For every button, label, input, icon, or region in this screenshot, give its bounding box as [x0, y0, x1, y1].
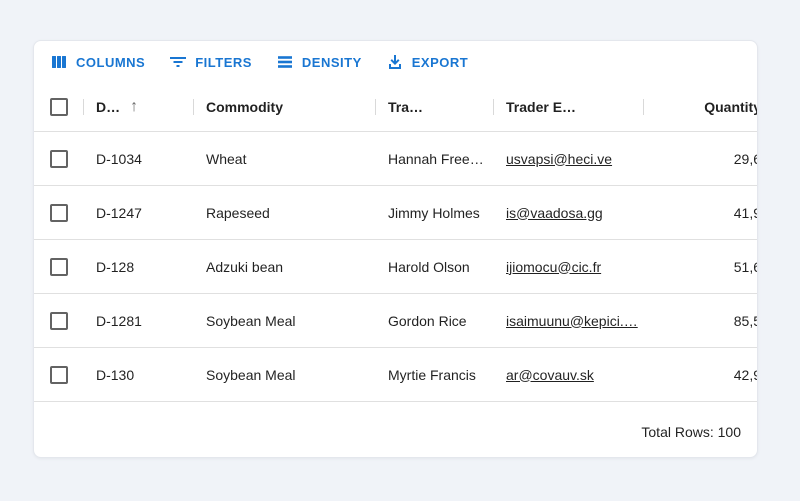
density-icon: [276, 53, 294, 71]
cell-trader: Harold Olson: [388, 258, 470, 275]
cell-id: D-1247: [96, 204, 142, 221]
sort-asc-icon: ↑: [130, 98, 139, 115]
row-checkbox[interactable]: [50, 365, 68, 384]
cell-quantity: 29,6: [733, 150, 757, 167]
cell-trader: Jimmy Holmes: [388, 204, 480, 221]
filters-button-label: FILTERS: [195, 54, 252, 70]
row-checkbox[interactable]: [50, 203, 68, 222]
row-checkbox[interactable]: [50, 311, 68, 330]
header-row: D… ↑ Commodity Tra… Trader E… Quantity: [34, 83, 758, 132]
column-header-id[interactable]: D… ↑: [84, 83, 194, 131]
columns-button[interactable]: COLUMNS: [46, 50, 149, 74]
density-button-label: DENSITY: [301, 54, 362, 70]
table-row[interactable]: D-128 Adzuki bean Harold Olson ijiomocu@…: [34, 240, 757, 294]
cell-trader: Myrtie Francis: [388, 366, 476, 383]
density-button[interactable]: DENSITY: [272, 50, 366, 74]
cell-commodity: Adzuki bean: [206, 258, 284, 275]
column-header-commodity[interactable]: Commodity: [194, 83, 376, 131]
header-select-all-cell: [34, 83, 84, 131]
cell-commodity: Rapeseed: [206, 204, 270, 221]
table-body: D-1034 Wheat Hannah Free… usvapsi@heci.v…: [34, 132, 757, 402]
cell-quantity: 41,9: [733, 204, 757, 221]
row-select-cell: [34, 311, 84, 330]
columns-button-label: COLUMNS: [76, 54, 146, 70]
trader-email-link[interactable]: usvapsi@heci.ve: [506, 150, 613, 167]
trader-email-link[interactable]: ijiomocu@cic.fr: [506, 258, 602, 275]
row-checkbox[interactable]: [50, 149, 68, 168]
cell-commodity: Soybean Meal: [206, 312, 296, 329]
cell-trader-email: isaimuunu@kepici.…: [494, 313, 644, 329]
column-header-quantity[interactable]: Quantity: [644, 83, 758, 131]
grid-toolbar: COLUMNS FILTERS DENSITY: [34, 41, 757, 83]
table-row[interactable]: D-130 Soybean Meal Myrtie Francis ar@cov…: [34, 348, 757, 402]
row-select-cell: [34, 257, 84, 276]
column-header-id-label: D…: [96, 99, 121, 115]
export-button-label: EXPORT: [411, 54, 469, 70]
cell-id: D-128: [96, 258, 135, 275]
export-icon: [386, 53, 404, 71]
trader-email-link[interactable]: isaimuunu@kepici.…: [506, 312, 638, 329]
column-header-quantity-label: Quantity: [704, 99, 758, 115]
trader-email-link[interactable]: ar@covauv.sk: [506, 366, 594, 383]
columns-icon: [50, 53, 68, 71]
data-grid-panel: COLUMNS FILTERS DENSITY: [33, 40, 758, 458]
cell-id: D-1281: [96, 312, 142, 329]
row-select-cell: [34, 203, 84, 222]
row-select-cell: [34, 365, 84, 384]
cell-id: D-1034: [96, 150, 142, 167]
cell-quantity: 85,5: [733, 312, 757, 329]
export-button[interactable]: EXPORT: [382, 50, 472, 74]
table-row[interactable]: D-1034 Wheat Hannah Free… usvapsi@heci.v…: [34, 132, 757, 186]
cell-trader-email: ar@covauv.sk: [494, 367, 644, 383]
table-row[interactable]: D-1247 Rapeseed Jimmy Holmes is@vaadosa.…: [34, 186, 757, 240]
grid-footer: Total Rows: 100: [34, 402, 757, 457]
data-grid: D… ↑ Commodity Tra… Trader E… Quantity D…: [34, 83, 758, 402]
column-header-commodity-label: Commodity: [206, 99, 283, 115]
filters-button[interactable]: FILTERS: [165, 50, 256, 74]
select-all-checkbox[interactable]: [50, 98, 68, 116]
cell-commodity: Soybean Meal: [206, 366, 296, 383]
cell-trader-email: ijiomocu@cic.fr: [494, 259, 644, 275]
cell-trader: Hannah Free…: [388, 150, 484, 167]
total-rows-label: Total Rows: 100: [641, 424, 741, 440]
cell-trader-email: usvapsi@heci.ve: [494, 151, 644, 167]
column-header-trader[interactable]: Tra…: [376, 83, 494, 131]
trader-email-link[interactable]: is@vaadosa.gg: [506, 204, 603, 221]
table-row[interactable]: D-1281 Soybean Meal Gordon Rice isaimuun…: [34, 294, 757, 348]
column-header-trader-email[interactable]: Trader E…: [494, 83, 644, 131]
cell-commodity: Wheat: [206, 150, 247, 167]
cell-quantity: 51,6: [733, 258, 757, 275]
cell-trader: Gordon Rice: [388, 312, 467, 329]
cell-id: D-130: [96, 366, 135, 383]
row-checkbox[interactable]: [50, 257, 68, 276]
filter-icon: [169, 53, 187, 71]
column-header-trader-label: Tra…: [388, 99, 424, 115]
row-select-cell: [34, 149, 84, 168]
cell-quantity: 42,9: [733, 366, 757, 383]
cell-trader-email: is@vaadosa.gg: [494, 205, 644, 221]
column-header-trader-email-label: Trader E…: [506, 99, 577, 115]
